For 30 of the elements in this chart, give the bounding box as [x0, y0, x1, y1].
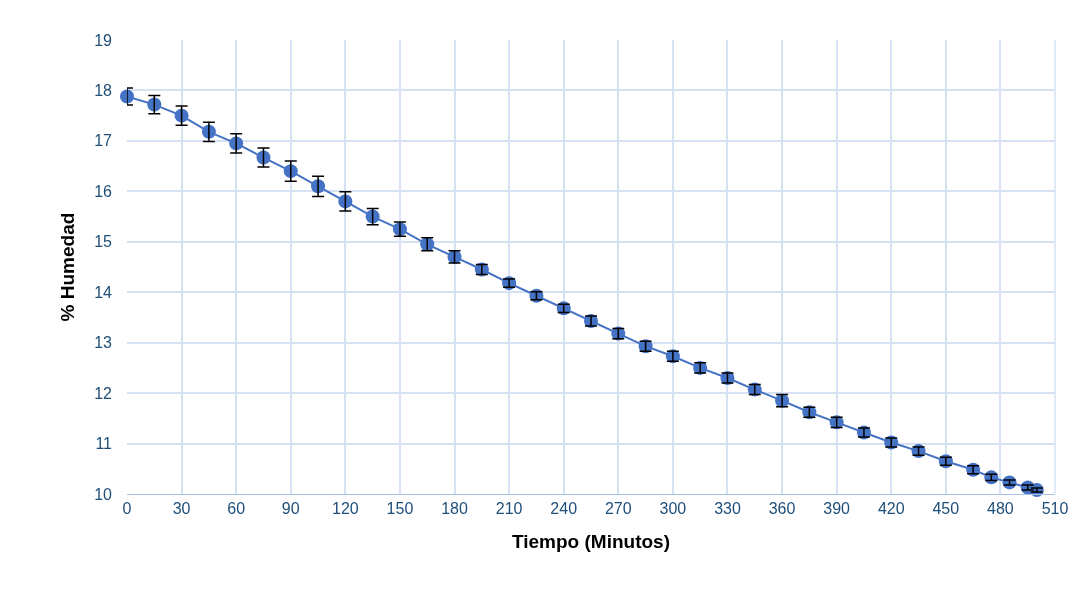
x-tick-label: 480 — [987, 500, 1014, 518]
y-tick-label: 14 — [94, 283, 113, 301]
x-tick-label: 0 — [122, 500, 132, 518]
y-axis-title: % Humedad — [57, 212, 79, 322]
x-tick-label: 450 — [932, 500, 960, 518]
y-tick-label: 17 — [94, 132, 113, 150]
x-tick-label: 90 — [281, 500, 300, 518]
x-tick-label: 150 — [386, 500, 414, 518]
y-tick-label: 11 — [95, 435, 113, 453]
y-tick-label: 16 — [94, 182, 113, 200]
y-tick-label: 19 — [94, 31, 113, 49]
x-tick-label: 360 — [768, 500, 796, 518]
x-tick-label: 420 — [877, 500, 905, 518]
x-tick-label: 390 — [823, 500, 851, 518]
x-axis-title: Tiempo (Minutos) — [512, 531, 670, 552]
y-tick-label: 12 — [94, 384, 113, 402]
x-tick-label: 120 — [332, 500, 359, 518]
x-tick-label: 270 — [604, 500, 632, 518]
y-tick-label: 18 — [94, 82, 113, 100]
y-tick-label: 13 — [94, 334, 113, 352]
y-tick-label: 10 — [94, 485, 113, 503]
x-tick-label: 210 — [495, 500, 523, 518]
x-tick-label: 510 — [1041, 500, 1069, 518]
x-tick-label: 60 — [227, 500, 246, 518]
y-tick-label: 15 — [94, 233, 113, 251]
x-tick-label: 300 — [659, 500, 687, 518]
x-tick-label: 330 — [714, 500, 741, 518]
x-tick-label: 240 — [550, 500, 578, 518]
x-tick-label: 180 — [441, 500, 468, 518]
x-tick-label: 30 — [172, 500, 191, 518]
